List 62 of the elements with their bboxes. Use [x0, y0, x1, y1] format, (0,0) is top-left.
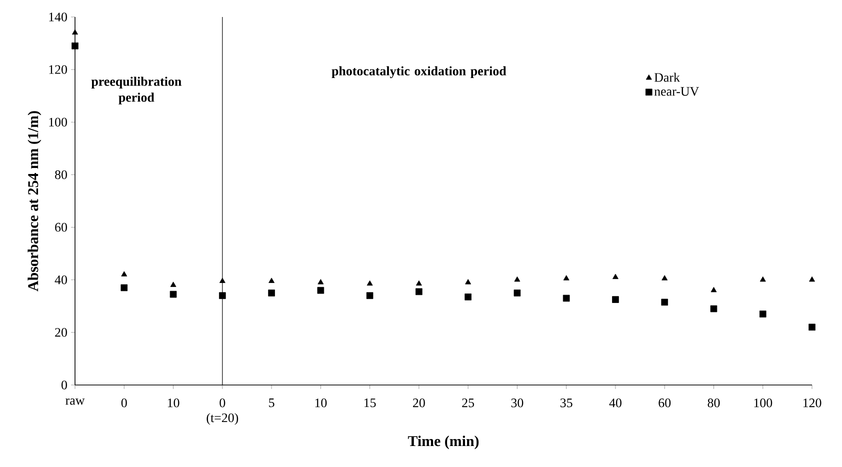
y-tick-label: 40 — [54, 275, 67, 284]
y-axis-title: Absorbance at 254 nm (1/m) — [28, 111, 42, 292]
point — [612, 296, 619, 303]
point — [268, 290, 275, 296]
point — [514, 290, 521, 296]
x-tick-label: 35 — [560, 398, 572, 408]
x-axis-title: Time (min) — [408, 436, 479, 450]
point — [170, 282, 176, 287]
point — [219, 278, 226, 283]
y-tick-label: 120 — [49, 65, 67, 74]
legend-label: Dark — [654, 72, 680, 82]
point — [465, 279, 472, 284]
point — [416, 288, 422, 296]
point — [268, 278, 275, 283]
y-tick-label: 80 — [55, 170, 67, 180]
x-tick-label: 100 — [754, 398, 772, 408]
x-tick-label: 20 — [413, 398, 425, 408]
x-tick-label: 5 — [269, 398, 274, 408]
x-tick-label: 0 (t=20) — [206, 398, 238, 425]
point — [514, 276, 520, 282]
y-tick-label: 60 — [55, 222, 67, 232]
x-tick-label: 10 — [168, 398, 180, 408]
y-tick-label: 100 — [49, 118, 67, 126]
point — [662, 275, 668, 280]
x-tick-label: 0 — [121, 398, 127, 408]
point — [72, 29, 78, 35]
point — [464, 294, 472, 300]
legend-label: near-UV — [654, 87, 699, 96]
point — [121, 271, 128, 276]
y-tick-label: 20 — [55, 328, 67, 337]
point — [759, 310, 766, 318]
point — [318, 279, 324, 284]
point — [72, 42, 78, 50]
x-tick-label: 80 — [708, 398, 720, 408]
point — [710, 286, 717, 292]
annotation: photocatalytic oxidation period — [332, 66, 506, 78]
y-tick-label: 0 — [62, 380, 67, 390]
point — [710, 305, 718, 312]
x-tick-label: 60 — [658, 398, 671, 408]
point — [809, 276, 815, 282]
point — [120, 284, 128, 292]
x-tick-label: raw — [66, 398, 85, 405]
point — [760, 276, 766, 282]
point — [317, 286, 324, 294]
point — [170, 290, 177, 298]
x-tick-label: 25 — [462, 398, 474, 408]
point — [612, 274, 618, 280]
point — [808, 324, 816, 331]
point — [661, 298, 668, 306]
point — [562, 294, 570, 302]
point — [366, 292, 374, 300]
point — [563, 275, 570, 280]
x-tick-label: 120 — [803, 398, 822, 408]
x-tick-label: 10 — [315, 398, 327, 408]
x-tick-label: 15 — [364, 398, 376, 408]
point — [219, 292, 226, 300]
x-tick-label: 30 — [511, 398, 524, 408]
annotation: preequilibration period — [91, 76, 182, 104]
point — [416, 280, 422, 286]
y-tick-label: 140 — [49, 12, 67, 22]
point — [366, 280, 373, 286]
x-tick-label: 40 — [609, 398, 622, 408]
